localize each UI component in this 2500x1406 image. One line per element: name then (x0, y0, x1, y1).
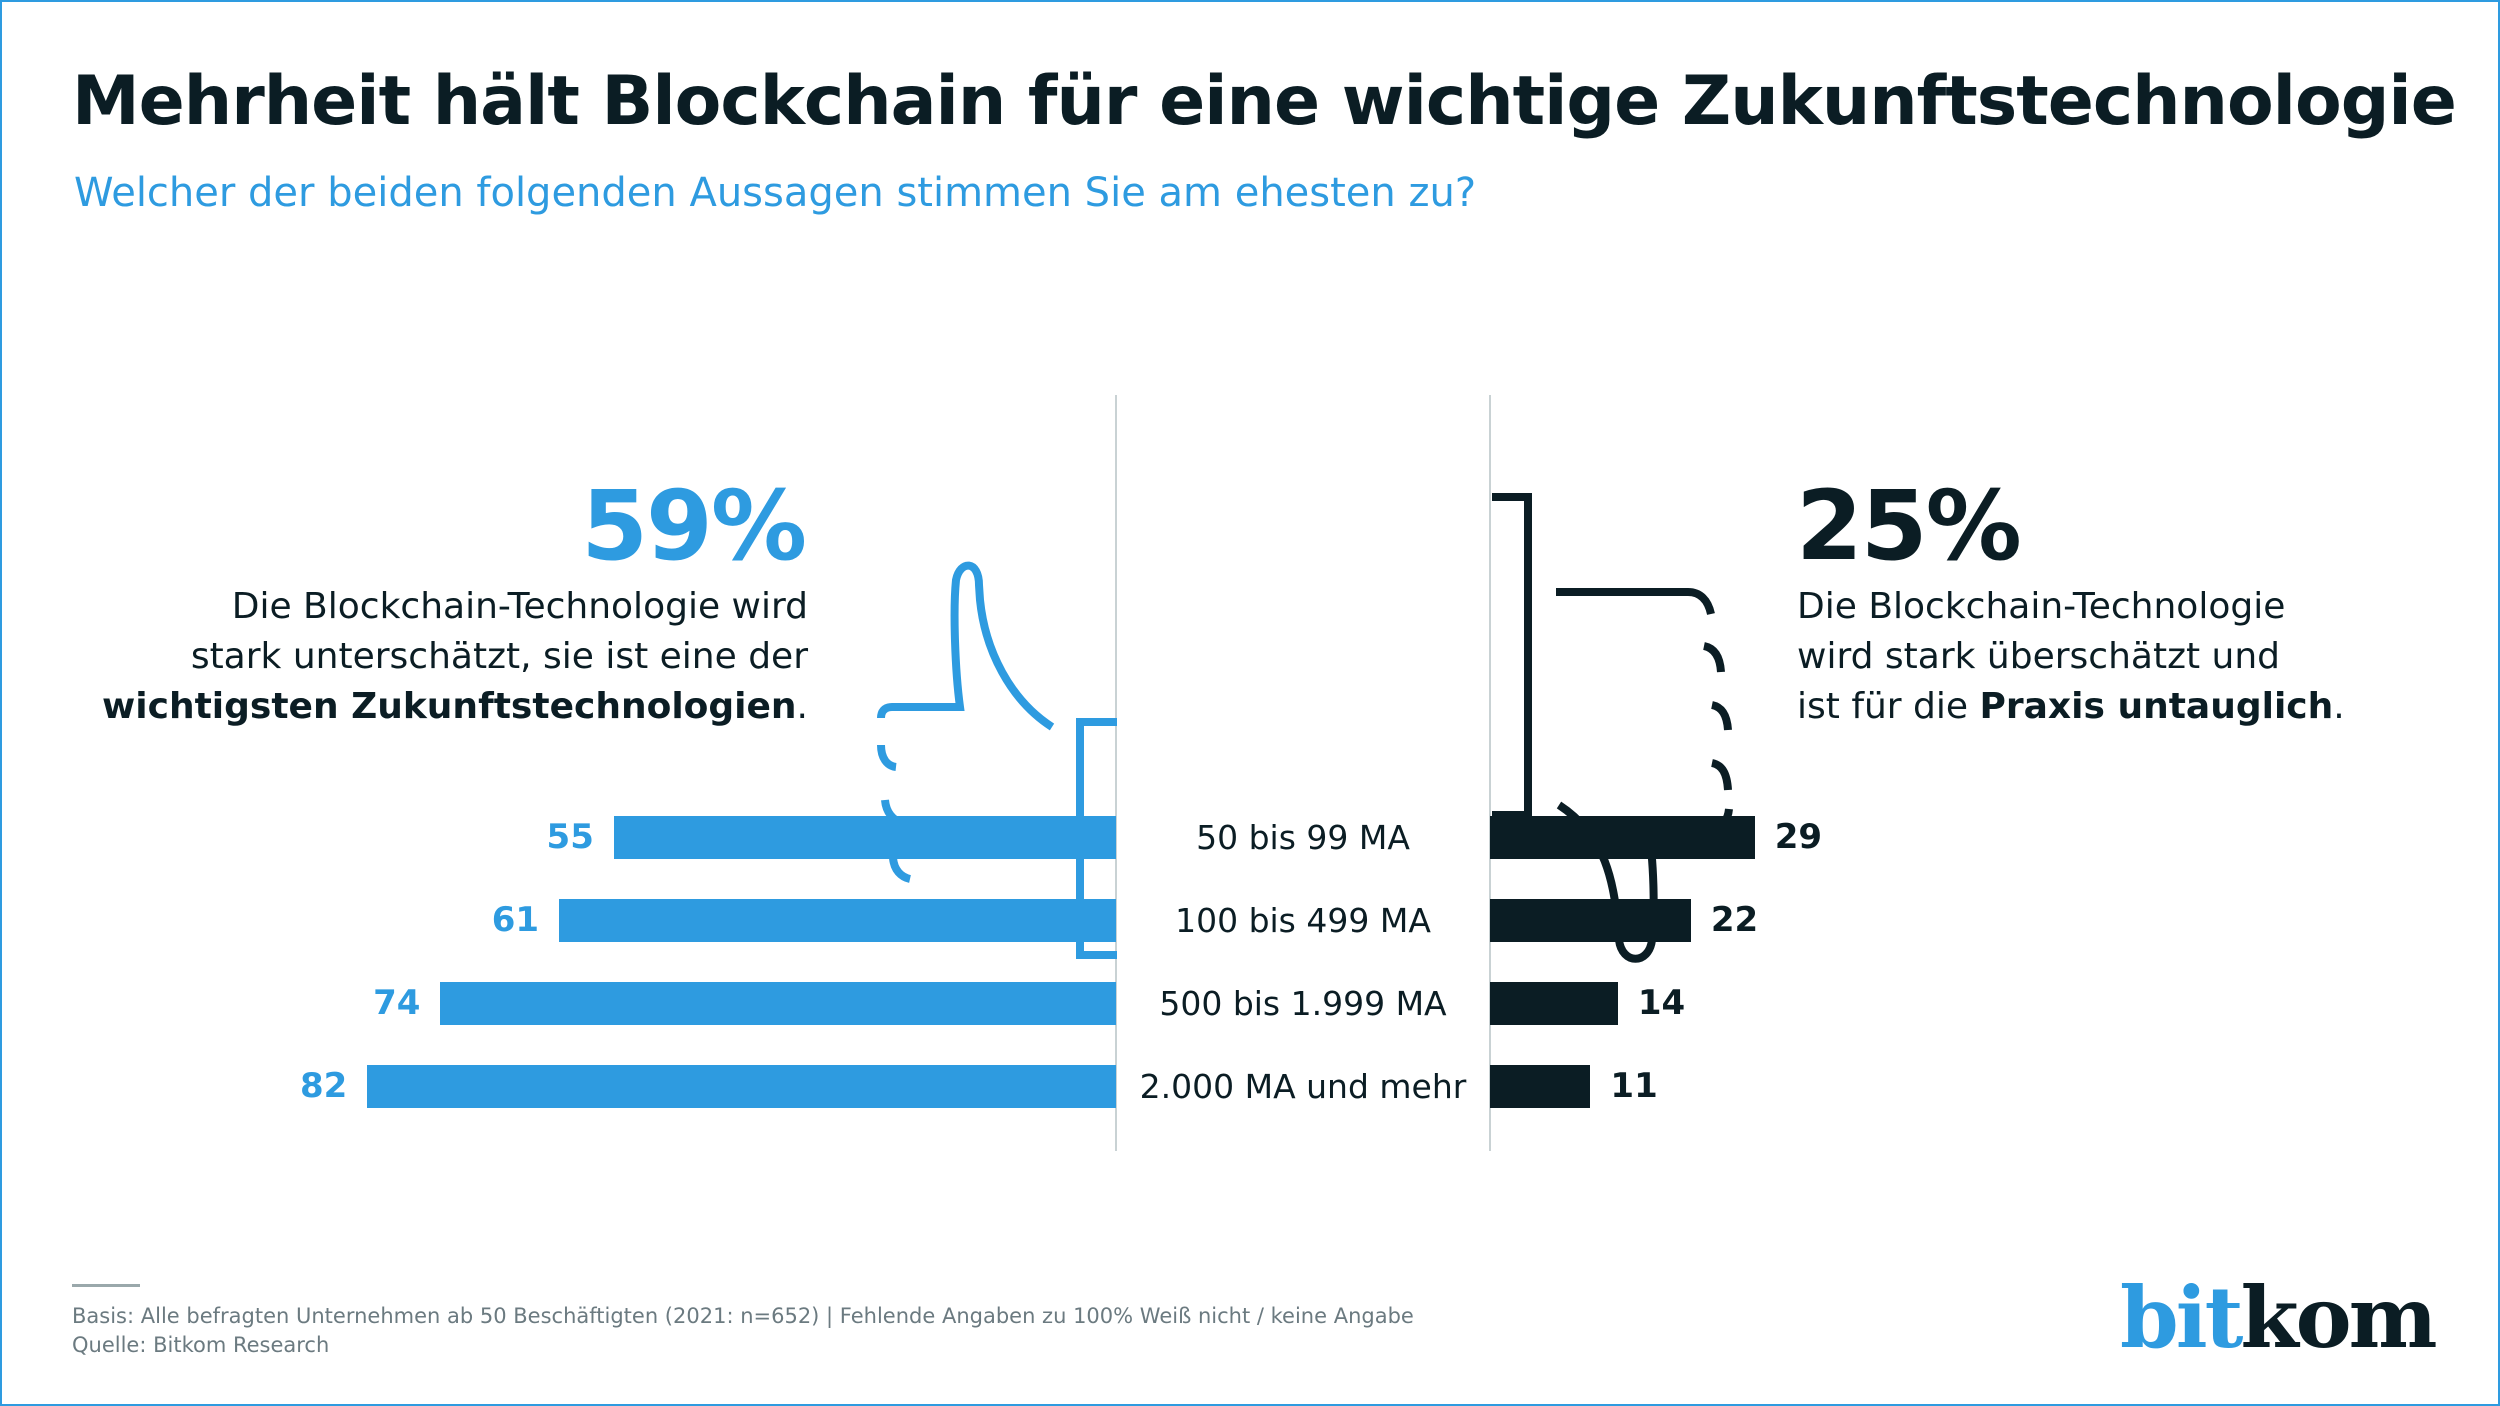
bar-negative (1490, 816, 1755, 859)
category-label: 500 bis 1.999 MA (1159, 984, 1447, 1023)
statement-bold: Praxis untauglich (1979, 686, 2334, 727)
category-label: 2.000 MA und mehr (1139, 1067, 1467, 1106)
bar-positive (440, 982, 1116, 1025)
value-label-positive: 74 (373, 983, 421, 1023)
footer-basis: Basis: Alle befragten Unternehmen ab 50 … (72, 1304, 1414, 1328)
statement-line: Die Blockchain-Technologie (1797, 586, 2286, 627)
page-title: Mehrheit hält Blockchain für eine wichti… (72, 62, 2457, 141)
bar-negative (1490, 899, 1691, 942)
statement-line: wichtigsten Zukunftstechnologien. (102, 682, 808, 732)
statement-start: ist für die (1797, 686, 1980, 727)
category-label: 50 bis 99 MA (1196, 818, 1410, 857)
divider-right (1489, 395, 1491, 1151)
category-label: 100 bis 499 MA (1175, 901, 1431, 940)
statement-end: . (796, 686, 808, 727)
thumbs-down-icon (1492, 493, 1733, 963)
value-label-positive: 82 (300, 1066, 348, 1106)
logo-part: bit (2120, 1268, 2243, 1367)
statement-line: stark unterschätzt, sie ist eine der (190, 636, 808, 677)
thumbs-up-icon (877, 561, 1117, 959)
positive-statement: Die Blockchain-Technologie wird stark un… (102, 582, 808, 732)
statement-bold: wichtigsten Zukunftstechnologien (102, 686, 797, 727)
value-label-negative: 22 (1710, 900, 1759, 940)
statement-line: ist für die Praxis untauglich. (1797, 682, 2345, 732)
bar-positive (367, 1065, 1116, 1108)
negative-statement: Die Blockchain-Technologie wird stark üb… (1797, 582, 2345, 732)
bar-negative (1490, 982, 1618, 1025)
logo-part: kom (2240, 1268, 2437, 1367)
statement-line: Die Blockchain-Technologie wird (231, 586, 808, 627)
negative-percent: 25% (1796, 470, 2022, 582)
value-label-negative: 14 (1637, 983, 1686, 1023)
value-label-positive: 61 (491, 900, 540, 940)
footer-rule (72, 1284, 140, 1287)
subtitle: Welcher der beiden folgenden Aussagen st… (74, 170, 1477, 216)
value-label-positive: 55 (546, 817, 594, 857)
value-label-negative: 11 (1610, 1066, 1658, 1106)
bitkom-logo: bitkom (2120, 1268, 2438, 1367)
positive-percent: 59% (581, 470, 807, 582)
statement-end: . (2333, 686, 2345, 727)
divider-left (1115, 395, 1117, 1151)
bar-negative (1490, 1065, 1591, 1108)
statement-line: wird stark überschätzt und (1797, 636, 2281, 677)
bar-positive (613, 816, 1116, 859)
bar-positive (559, 899, 1116, 942)
footer-source: Quelle: Bitkom Research (72, 1333, 330, 1357)
value-label-negative: 29 (1774, 817, 1823, 857)
